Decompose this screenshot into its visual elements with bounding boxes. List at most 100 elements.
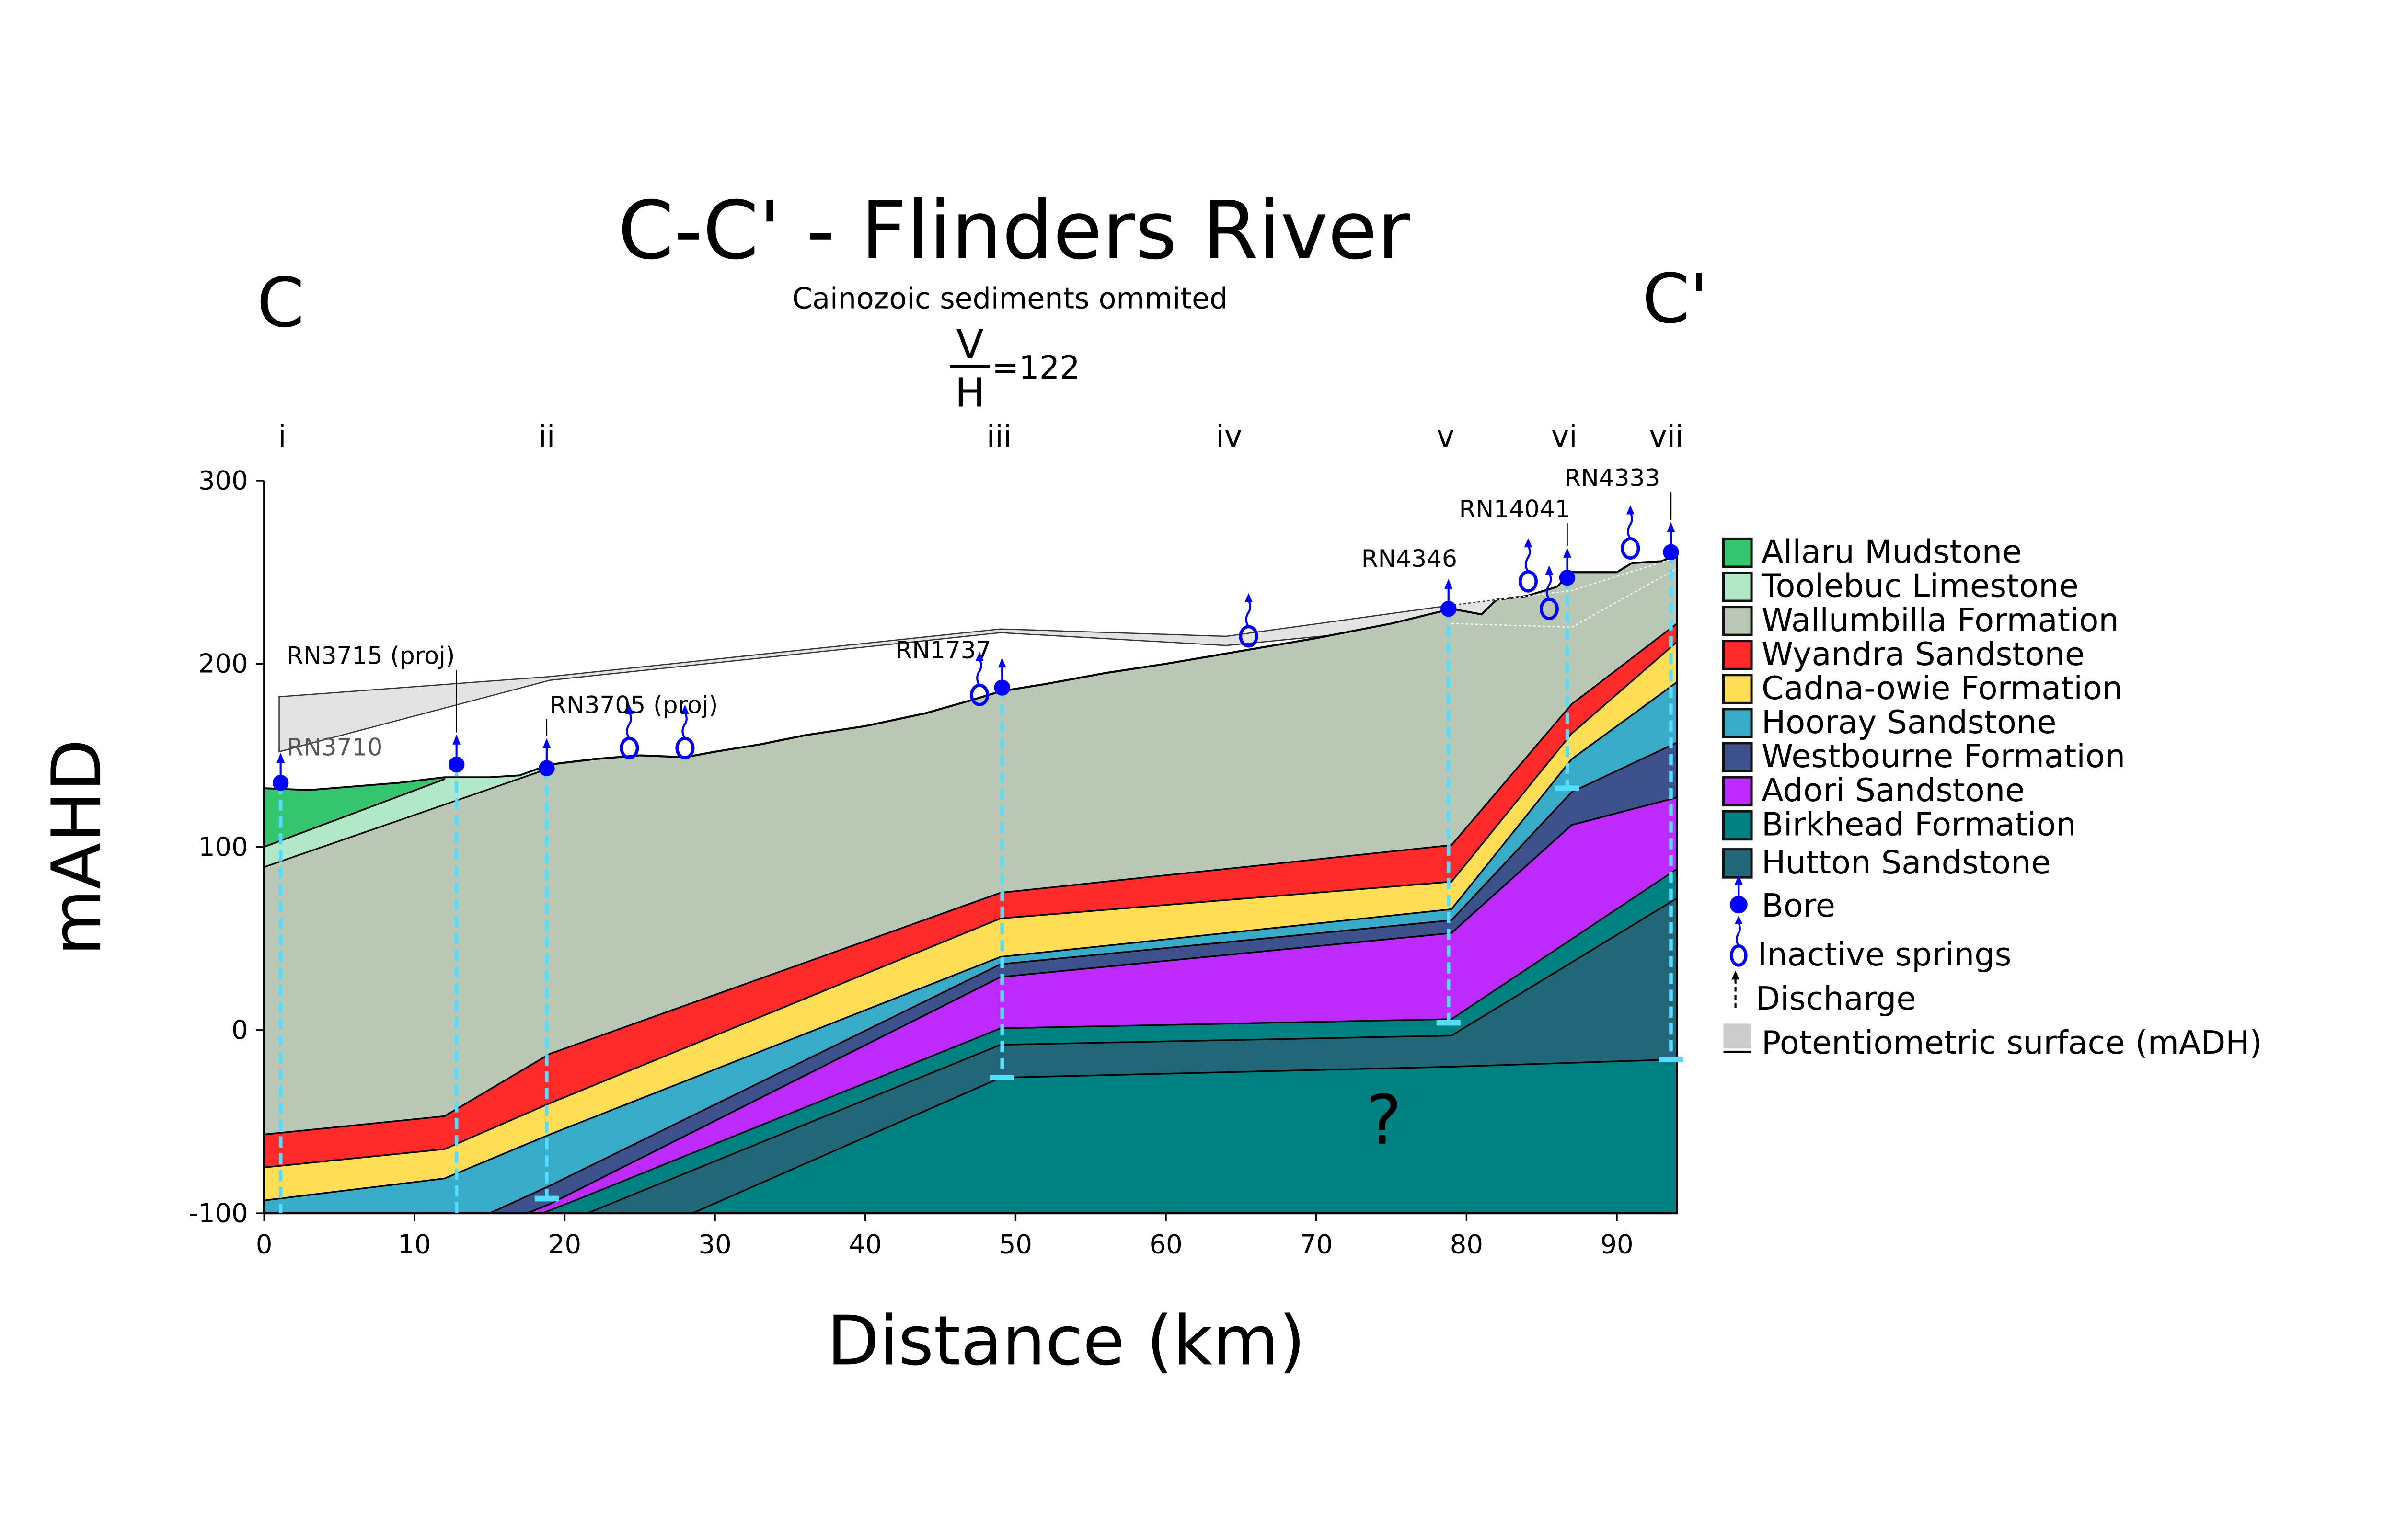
- legend-label: Wallumbilla Formation: [1762, 601, 2119, 639]
- legend-label: Discharge: [1755, 980, 1916, 1017]
- spring-icon: [620, 736, 639, 759]
- x-tick-label: 30: [699, 1230, 732, 1260]
- spring-arrow-head: [1244, 593, 1253, 602]
- legend-label: Hooray Sandstone: [1762, 703, 2057, 741]
- legend-label: Wyandra Sandstone: [1762, 635, 2085, 673]
- x-tick-label: 80: [1450, 1230, 1483, 1260]
- spring-arrow-head: [681, 704, 689, 714]
- section-label: ii: [538, 419, 555, 454]
- section-label: vii: [1649, 419, 1684, 454]
- spring-arrow-head: [1545, 565, 1554, 575]
- section-label: vi: [1551, 419, 1578, 454]
- bore-label: RN3705 (proj): [550, 691, 718, 719]
- section-label: i: [278, 419, 286, 454]
- bore-icon: [1559, 569, 1576, 586]
- bore-icon: [1729, 896, 1748, 914]
- spring-arrow-head: [1524, 538, 1532, 548]
- bore-label: RN1737: [896, 636, 991, 664]
- spring-icon: [1621, 537, 1640, 560]
- y-tick-label: 200: [198, 649, 248, 679]
- legend-swatch: [1722, 674, 1753, 704]
- label-c-prime: C': [1642, 259, 1708, 339]
- x-tick-label: 70: [1300, 1230, 1333, 1260]
- spring-icon: [675, 736, 695, 759]
- y-tick-label: 100: [198, 832, 248, 862]
- legend-label: Hutton Sandstone: [1762, 844, 2051, 881]
- ratio-v: V: [956, 321, 983, 368]
- potentiometric-line-subsurface: [1451, 557, 1677, 606]
- spring-arrow-head: [625, 704, 634, 714]
- x-tick-label: 40: [849, 1230, 882, 1260]
- x-tick-label: 50: [999, 1230, 1032, 1260]
- spring-icon: [1729, 944, 1748, 967]
- unit-toolebuc-limestone: [263, 763, 551, 868]
- section-label: v: [1437, 419, 1454, 454]
- discharge-arrow-head: [1731, 971, 1739, 980]
- x-axis-label: Distance (km): [827, 1301, 1306, 1380]
- bore-icon: [1440, 600, 1457, 617]
- legend-swatch: [1722, 708, 1753, 738]
- spring-flow-icon: [626, 712, 632, 739]
- bore-arrow-head: [1734, 874, 1743, 885]
- legend-swatch: [1722, 776, 1753, 807]
- discharge-arrow-head: [1444, 578, 1453, 589]
- legend-label: Westbourne Formation: [1762, 737, 2125, 775]
- y-tick-label: 0: [231, 1015, 248, 1045]
- spring-flow-icon: [976, 658, 982, 686]
- legend-swatch: [1722, 571, 1753, 602]
- bore-label: RN3710: [287, 733, 382, 761]
- y-axis-label: mAHD: [37, 739, 116, 955]
- x-tick-label: 90: [1600, 1230, 1633, 1260]
- x-tick-label: 60: [1150, 1230, 1183, 1260]
- legend-label: Potentiometric surface (mADH): [1762, 1024, 2262, 1061]
- legend-swatch: [1722, 848, 1753, 879]
- bore-label: RN3715 (proj): [287, 641, 455, 669]
- legend-label: Cadna-owie Formation: [1762, 669, 2122, 707]
- spring-flow-icon: [681, 712, 688, 739]
- legend-swatch: [1722, 742, 1753, 773]
- legend-swatch: [1722, 537, 1753, 568]
- spring-flow-icon: [1524, 545, 1531, 573]
- legend-swatch: [1722, 640, 1753, 670]
- section-label: iv: [1216, 419, 1243, 454]
- bore-label: RN14041: [1459, 495, 1570, 523]
- y-tick-label: 300: [198, 466, 248, 496]
- spring-flow: [1736, 922, 1741, 947]
- legend-label: Birkhead Formation: [1762, 805, 2076, 843]
- legend-label: Adori Sandstone: [1762, 771, 2025, 809]
- discharge-arrow-head: [1667, 522, 1675, 532]
- legend-label: Bore: [1762, 887, 1835, 924]
- x-tick-label: 0: [256, 1230, 273, 1260]
- legend-label: Toolebuc Limestone: [1761, 567, 2079, 605]
- chart-title: C-C' - Flinders River: [618, 184, 1410, 277]
- section-label: iii: [987, 419, 1012, 454]
- spring-arrow-head: [975, 652, 984, 661]
- potentiometric-swatch: [1723, 1023, 1752, 1049]
- discharge-arrow-head: [276, 753, 285, 763]
- ratio-value: =122: [992, 349, 1080, 386]
- ratio-h: H: [955, 369, 985, 416]
- x-tick-label: 20: [548, 1230, 581, 1260]
- y-tick-label: -100: [189, 1198, 248, 1228]
- discharge-arrow-head: [542, 738, 551, 748]
- discharge-arrow-head: [998, 657, 1006, 668]
- spring-arrow-head: [1734, 915, 1743, 925]
- label-c: C: [257, 263, 304, 343]
- discharge-arrow-head: [452, 734, 461, 745]
- subtitle: Cainozoic sediments ommited: [792, 282, 1228, 315]
- potentiometric-line-subsurface: [1451, 568, 1678, 628]
- legend-label: Allaru Mudstone: [1762, 533, 2022, 571]
- discharge-arrow-head: [1563, 547, 1571, 558]
- spring-icon: [1518, 570, 1538, 593]
- legend-swatch: [1722, 606, 1753, 636]
- spring-flow-icon: [1545, 572, 1552, 600]
- x-tick-label: 10: [398, 1230, 431, 1260]
- spring-flow-icon: [1627, 512, 1633, 540]
- legend-label: Inactive springs: [1758, 936, 2012, 973]
- unknown-marker: ?: [1366, 1080, 1402, 1160]
- bore-label: RN4333: [1564, 464, 1660, 492]
- spring-arrow-head: [1626, 505, 1635, 515]
- spring-flow-icon: [1245, 599, 1252, 628]
